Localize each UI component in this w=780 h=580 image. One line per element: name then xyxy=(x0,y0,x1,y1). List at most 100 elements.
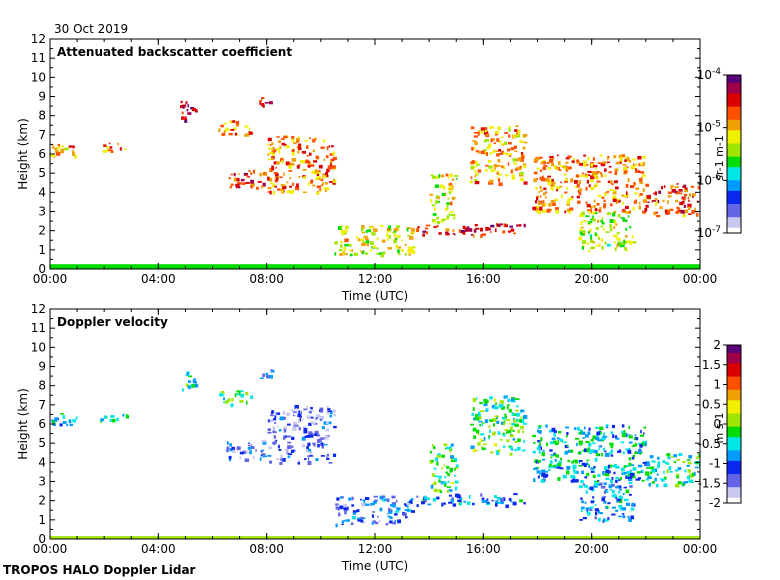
echo-pixel xyxy=(290,409,295,412)
echo-pixel xyxy=(474,417,480,421)
echo-pixel xyxy=(676,192,681,194)
echo-pixel xyxy=(471,160,476,164)
echo-pixel xyxy=(435,457,438,461)
echo-pixel xyxy=(271,157,274,160)
echo-pixel xyxy=(397,519,401,524)
echo-pixel xyxy=(601,245,604,250)
echo-pixel xyxy=(477,416,482,420)
echo-pixel xyxy=(616,237,619,240)
echo-pixel xyxy=(610,449,613,453)
echo-pixel xyxy=(543,187,547,190)
echo-region xyxy=(259,369,275,379)
echo-pixel xyxy=(437,453,441,456)
echo-pixel xyxy=(557,462,562,467)
echo-pixel xyxy=(604,453,610,457)
echo-pixel xyxy=(667,200,669,204)
echo-pixel xyxy=(609,464,612,468)
echo-pixel xyxy=(633,438,637,440)
echo-pixel xyxy=(651,481,655,484)
echo-pixel xyxy=(221,132,226,136)
echo-pixel xyxy=(259,99,262,102)
echo-pixel xyxy=(472,146,476,150)
echo-pixel xyxy=(555,463,558,467)
echo-pixel xyxy=(520,152,524,156)
echo-pixel xyxy=(363,517,366,519)
echo-pixel xyxy=(484,130,488,133)
echo-pixel xyxy=(585,440,590,444)
echo-pixel xyxy=(411,228,415,232)
echo-pixel xyxy=(644,442,647,447)
echo-pixel xyxy=(381,239,386,243)
echo-pixel xyxy=(634,169,640,173)
echo-pixel xyxy=(449,449,451,453)
echo-pixel xyxy=(462,231,466,235)
echo-pixel xyxy=(412,230,415,234)
echo-pixel xyxy=(578,191,582,195)
echo-pixel xyxy=(599,439,604,442)
echo-pixel xyxy=(573,157,575,160)
echo-pixel xyxy=(443,186,446,190)
echo-pixel xyxy=(581,462,586,466)
echo-pixel xyxy=(600,485,606,489)
echo-pixel xyxy=(405,516,408,519)
echo-pixel xyxy=(236,446,241,451)
echo-pixel xyxy=(438,174,441,178)
echo-pixel xyxy=(317,178,322,181)
echo-pixel xyxy=(501,417,506,420)
echo-pixel xyxy=(551,181,556,185)
echo-pixel xyxy=(507,430,512,434)
echo-pixel xyxy=(446,215,450,219)
echo-pixel xyxy=(350,522,354,525)
echo-pixel xyxy=(226,448,229,453)
echo-pixel xyxy=(551,427,556,432)
echo-pixel xyxy=(338,512,340,516)
echo-pixel xyxy=(694,461,697,465)
echo-pixel xyxy=(430,484,434,489)
echo-pixel xyxy=(587,170,592,173)
echo-pixel xyxy=(449,188,454,190)
echo-pixel xyxy=(276,136,280,138)
echo-pixel xyxy=(349,249,351,252)
echo-pixel xyxy=(669,470,673,473)
echo-pixel xyxy=(468,495,471,499)
echo-pixel xyxy=(433,207,436,211)
echo-pixel xyxy=(274,422,277,424)
echo-pixel xyxy=(600,173,604,178)
echo-pixel xyxy=(621,210,626,213)
echo-pixel xyxy=(320,455,326,457)
echo-pixel xyxy=(282,416,286,420)
echo-pixel xyxy=(444,192,447,197)
echo-pixel xyxy=(369,226,373,229)
echo-pixel xyxy=(571,178,574,183)
echo-pixel xyxy=(309,455,314,458)
echo-pixel xyxy=(390,504,395,507)
echo-pixel xyxy=(306,145,309,149)
echo-pixel xyxy=(585,448,590,453)
echo-pixel xyxy=(607,464,610,469)
echo-pixel xyxy=(614,171,618,176)
echo-pixel xyxy=(634,442,637,445)
echo-pixel xyxy=(512,502,515,505)
echo-pixel xyxy=(311,421,316,425)
echo-pixel xyxy=(497,126,501,131)
echo-pixel xyxy=(248,450,252,455)
echo-pixel xyxy=(522,163,527,166)
echo-pixel xyxy=(567,459,570,463)
echo-pixel xyxy=(219,392,223,397)
echo-pixel xyxy=(604,450,607,453)
echo-pixel xyxy=(466,501,471,505)
echo-pixel xyxy=(587,463,590,466)
echo-pixel xyxy=(278,445,280,449)
colorbar: 10-410-510-610-7sr-1 m-1 xyxy=(697,67,742,240)
echo-pixel xyxy=(515,158,519,162)
echo-pixel xyxy=(578,180,582,185)
echo-pixel xyxy=(655,201,658,204)
echo-pixel xyxy=(627,215,630,218)
echo-region xyxy=(579,482,636,524)
echo-pixel xyxy=(635,163,637,167)
y-tick-label: 10 xyxy=(31,340,46,354)
echo-pixel xyxy=(422,233,425,237)
echo-pixel xyxy=(432,498,437,502)
echo-pixel xyxy=(549,159,554,163)
